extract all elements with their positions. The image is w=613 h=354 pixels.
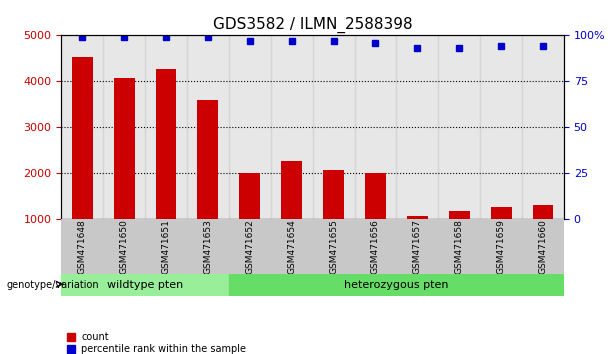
Bar bbox=[145, 35, 187, 219]
Bar bbox=[354, 35, 397, 219]
Text: GSM471650: GSM471650 bbox=[120, 219, 129, 274]
Text: GSM471659: GSM471659 bbox=[497, 219, 506, 274]
Bar bbox=[72, 57, 93, 219]
Text: count: count bbox=[82, 332, 109, 342]
Bar bbox=[397, 35, 438, 219]
Bar bbox=[103, 35, 145, 219]
FancyBboxPatch shape bbox=[103, 219, 145, 276]
Bar bbox=[271, 35, 313, 219]
FancyBboxPatch shape bbox=[313, 219, 354, 276]
Bar bbox=[313, 35, 354, 219]
Text: percentile rank within the sample: percentile rank within the sample bbox=[82, 344, 246, 354]
Bar bbox=[365, 172, 386, 219]
Text: GSM471651: GSM471651 bbox=[161, 219, 170, 274]
Text: heterozygous pten: heterozygous pten bbox=[344, 280, 449, 290]
Text: GSM471653: GSM471653 bbox=[204, 219, 213, 274]
FancyBboxPatch shape bbox=[480, 219, 522, 276]
Bar bbox=[490, 207, 512, 219]
FancyBboxPatch shape bbox=[522, 219, 564, 276]
Bar bbox=[113, 78, 135, 219]
FancyBboxPatch shape bbox=[354, 219, 397, 276]
Bar bbox=[323, 170, 344, 219]
Text: genotype/variation: genotype/variation bbox=[6, 280, 99, 290]
FancyBboxPatch shape bbox=[229, 274, 564, 296]
Bar bbox=[197, 100, 218, 219]
FancyBboxPatch shape bbox=[61, 219, 103, 276]
FancyBboxPatch shape bbox=[229, 219, 271, 276]
Title: GDS3582 / ILMN_2588398: GDS3582 / ILMN_2588398 bbox=[213, 16, 413, 33]
Bar bbox=[229, 35, 271, 219]
Bar bbox=[239, 173, 261, 219]
Bar bbox=[281, 161, 302, 219]
Text: GSM471654: GSM471654 bbox=[287, 219, 296, 274]
Bar bbox=[187, 35, 229, 219]
Text: wildtype pten: wildtype pten bbox=[107, 280, 183, 290]
FancyBboxPatch shape bbox=[438, 219, 480, 276]
FancyBboxPatch shape bbox=[187, 219, 229, 276]
Text: GSM471656: GSM471656 bbox=[371, 219, 380, 274]
Text: GSM471655: GSM471655 bbox=[329, 219, 338, 274]
Bar bbox=[407, 216, 428, 219]
FancyBboxPatch shape bbox=[61, 274, 229, 296]
Text: GSM471658: GSM471658 bbox=[455, 219, 464, 274]
Text: GSM471652: GSM471652 bbox=[245, 219, 254, 274]
Text: GSM471648: GSM471648 bbox=[78, 219, 87, 274]
Text: GSM471660: GSM471660 bbox=[538, 219, 547, 274]
Bar bbox=[61, 35, 103, 219]
FancyBboxPatch shape bbox=[397, 219, 438, 276]
Text: GSM471657: GSM471657 bbox=[413, 219, 422, 274]
Bar bbox=[533, 205, 554, 219]
Bar bbox=[449, 211, 470, 219]
Bar bbox=[480, 35, 522, 219]
FancyBboxPatch shape bbox=[145, 219, 187, 276]
Bar bbox=[438, 35, 480, 219]
Bar bbox=[522, 35, 564, 219]
FancyBboxPatch shape bbox=[271, 219, 313, 276]
Bar bbox=[156, 69, 177, 219]
